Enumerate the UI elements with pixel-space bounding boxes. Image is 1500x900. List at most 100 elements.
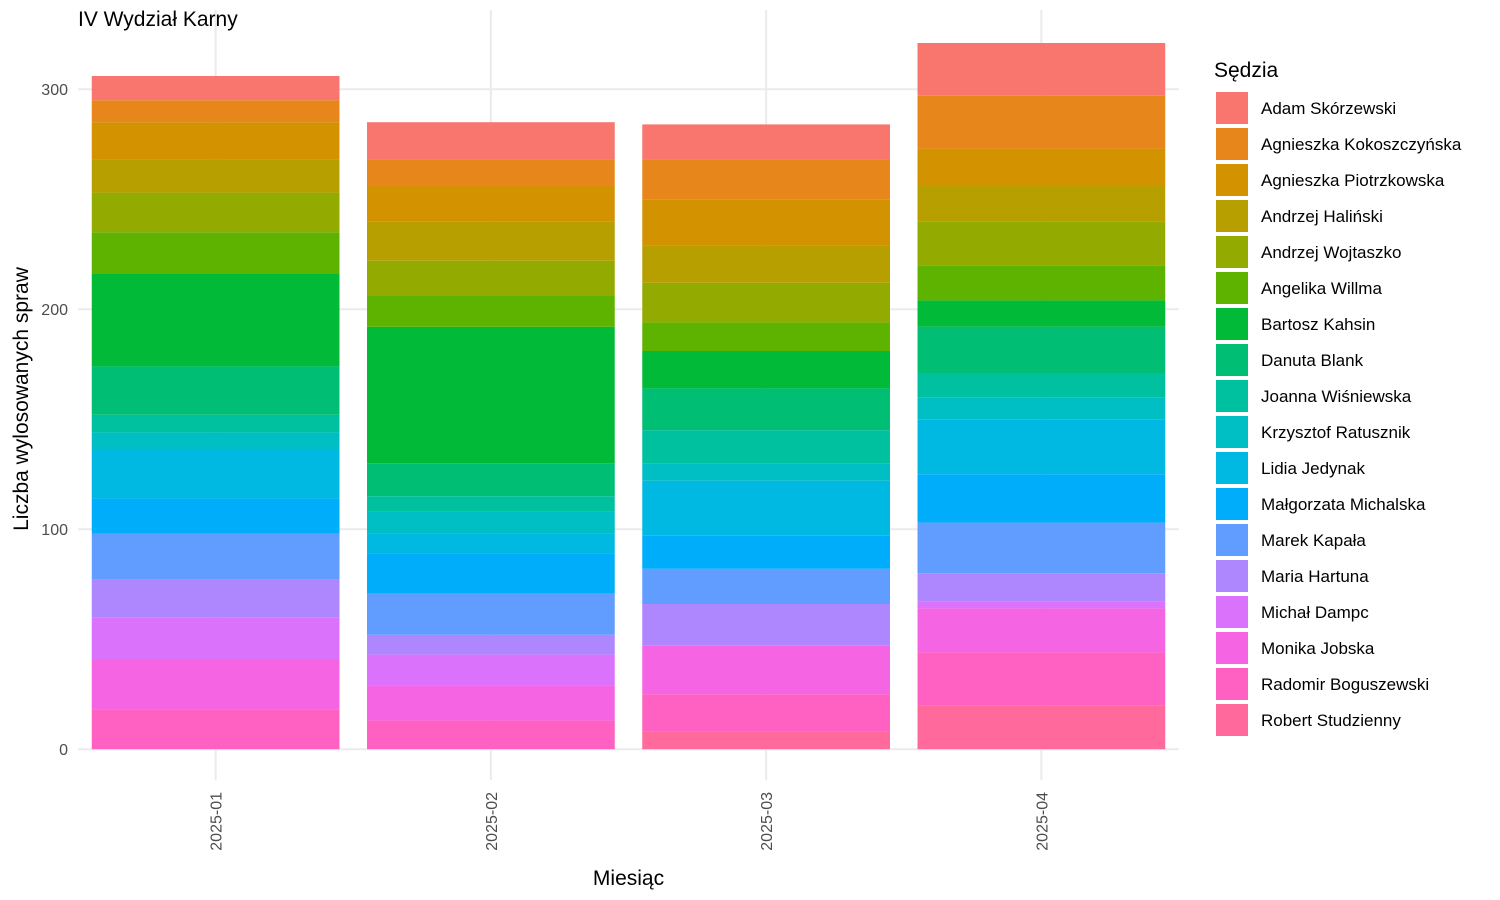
bar-segment-andrzej-halinski [642,245,890,283]
bar-segment-krzysztof-ratusznik [367,511,615,534]
bar-segment-marek-kapala [642,568,890,604]
y-tick-label: 200 [41,302,68,319]
bar-segment-michal-dampc [367,654,615,686]
bar-segment-krzysztof-ratusznik [91,432,340,450]
bar-segment-radomir-boguszewski [917,652,1166,706]
bar-segment-malgorzata-michalska [917,474,1166,523]
bar-segment-robert-studzienny [917,705,1166,750]
bar-segment-agnieszka-kokoszczynska [642,159,890,200]
x-axis-ticks: 2025-01 2025-02 2025-03 2025-04 [209,792,1052,851]
y-axis-ticks: 0 100 200 300 [41,82,68,759]
legend-label-danuta-blank: Danuta Blank [1261,351,1364,370]
bar-segment-danuta-blank [91,366,340,415]
legend-key-adam-skorzewski [1214,90,1250,126]
bar-segment-malgorzata-michalska [642,535,890,569]
legend-key-agnieszka-kokoszczynska [1214,126,1250,162]
legend-label-andrzej-wojtaszko: Andrzej Wojtaszko [1261,243,1401,262]
legend-label-michal-dampc: Michał Dampc [1261,603,1369,622]
bar-segment-andrzej-halinski [367,221,615,261]
legend-label-malgorzata-michalska: Małgorzata Michalska [1261,495,1426,514]
legend-key-michal-dampc [1214,594,1250,630]
bar-segment-angelika-willma [642,322,890,351]
legend-label-krzysztof-ratusznik: Krzysztof Ratusznik [1261,423,1411,442]
bar-segment-joanna-wisniewska [642,430,890,464]
bar-segment-michal-dampc [91,617,340,659]
bar-segment-monika-jobska [642,645,890,695]
legend-key-malgorzata-michalska [1214,486,1250,522]
bar-segment-monika-jobska [91,659,340,710]
legend-key-andrzej-halinski [1214,198,1250,234]
bar-segment-joanna-wisniewska [91,414,340,433]
bar-segment-andrzej-wojtaszko [917,221,1166,266]
bar-segment-maria-hartuna [642,604,890,646]
legend-label-agnieszka-kokoszczynska: Agnieszka Kokoszczyńska [1261,135,1462,154]
bar-segment-agnieszka-kokoszczynska [367,159,615,186]
bar-segment-michal-dampc [917,601,1166,609]
legend-label-bartosz-kahsin: Bartosz Kahsin [1261,315,1375,334]
bar-segment-malgorzata-michalska [91,498,340,534]
y-axis-title: Liczba wylosowanych spraw [10,266,33,531]
bars [91,43,1166,750]
bar-segment-radomir-boguszewski [367,720,615,750]
legend-label-joanna-wisniewska: Joanna Wiśniewska [1261,387,1412,406]
legend-label-monika-jobska: Monika Jobska [1261,639,1375,658]
bar-segment-joanna-wisniewska [367,496,615,512]
bar-segment-angelika-willma [91,232,340,274]
bar-segment-agnieszka-kokoszczynska [917,95,1166,149]
legend-label-marek-kapala: Marek Kapała [1261,531,1366,550]
bar-segment-andrzej-halinski [917,186,1166,222]
x-tick-label: 2025-02 [484,792,501,851]
bar-segment-marek-kapala [367,593,615,635]
legend-title: Sędzia [1214,59,1279,82]
bar-segment-marek-kapala [91,533,340,580]
legend-key-radomir-boguszewski [1214,666,1250,702]
bar-segment-lidia-jedynak [91,450,340,499]
chart-title: IV Wydział Karny [78,8,238,31]
bar-segment-angelika-willma [367,296,615,327]
bar-segment-andrzej-halinski [91,159,340,193]
y-tick-label: 300 [41,82,68,99]
bar-segment-bartosz-kahsin [917,300,1166,327]
legend-label-angelika-willma: Angelika Willma [1261,279,1382,298]
bar-segment-maria-hartuna [91,579,340,618]
bar-segment-danuta-blank [367,463,615,497]
legend-label-adam-skorzewski: Adam Skórzewski [1261,99,1396,118]
bar-segment-agnieszka-piotrzkowska [642,199,890,246]
y-tick-label: 100 [41,522,68,539]
legend-key-robert-studzienny [1214,702,1250,738]
bar-segment-danuta-blank [642,388,890,431]
bar-segment-radomir-boguszewski [91,709,340,750]
x-tick-label: 2025-01 [209,792,226,851]
bar-segment-bartosz-kahsin [91,274,340,367]
bar-segment-krzysztof-ratusznik [642,463,890,481]
x-tick-label: 2025-03 [759,792,776,851]
legend-key-bartosz-kahsin [1214,306,1250,342]
legend-key-joanna-wisniewska [1214,378,1250,414]
legend-label-maria-hartuna: Maria Hartuna [1261,567,1369,586]
legend-key-monika-jobska [1214,630,1250,666]
bar-segment-krzysztof-ratusznik [917,397,1166,420]
bar-segment-malgorzata-michalska [367,553,615,593]
bar-segment-lidia-jedynak [367,533,615,554]
legend-key-maria-hartuna [1214,558,1250,594]
bar-segment-joanna-wisniewska [917,373,1166,398]
bar-segment-andrzej-wojtaszko [91,192,340,233]
bar-segment-andrzej-wojtaszko [367,260,615,296]
legend-key-danuta-blank [1214,342,1250,378]
bar-segment-maria-hartuna [367,634,615,655]
legend-key-lidia-jedynak [1214,450,1250,486]
bar-segment-marek-kapala [917,522,1166,574]
bar-segment-lidia-jedynak [917,419,1166,475]
legend: Sędzia Adam Skórzewski Agnieszka Kokoszcz… [1214,59,1462,738]
bar-segment-angelika-willma [917,265,1166,301]
bar-segment-agnieszka-piotrzkowska [91,122,340,160]
bar-segment-bartosz-kahsin [367,326,615,464]
legend-key-marek-kapala [1214,522,1250,558]
bar-segment-radomir-boguszewski [642,694,890,732]
bar-segment-danuta-blank [917,326,1166,373]
bar-segment-robert-studzienny [642,731,890,750]
y-tick-label: 0 [59,742,68,759]
x-axis-title: Miesiąc [593,867,664,890]
bar-segment-adam-skorzewski [91,76,340,101]
